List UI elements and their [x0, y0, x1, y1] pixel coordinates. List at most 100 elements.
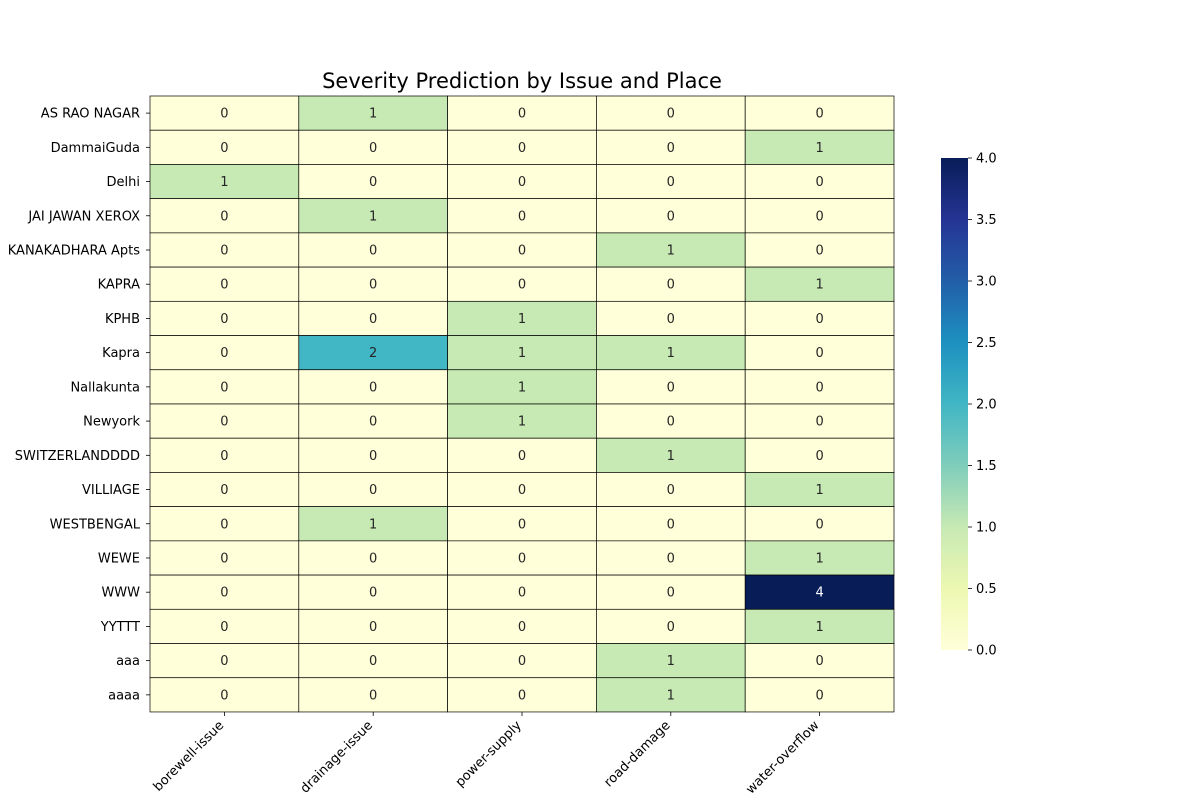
heatmap-cell: [744, 266, 895, 302]
x-tick-label: road-damage: [601, 718, 673, 790]
cell-value-label: 0: [369, 141, 377, 156]
heatmap-cell: [596, 643, 746, 679]
cell-value-label: 0: [667, 620, 675, 635]
heatmap-cell: [744, 677, 895, 713]
colorbar-tick-label: 3.5: [976, 213, 997, 228]
cell-value-label: 0: [815, 415, 823, 430]
cell-value-label: 0: [369, 449, 377, 464]
cell-value-label: 1: [369, 209, 377, 224]
heatmap-cell: [298, 574, 448, 610]
heatmap-cells: 0 1 0 0 0 0 0 0 0 1 1 0 0 0 0 0 1 0 0 0 0 0 0 1 0 0 0 0 0 1 0 0 1 0 0 0 2 1 1 0…: [149, 95, 895, 713]
heatmap-cell: [149, 540, 300, 576]
cell-value-label: 0: [518, 449, 526, 464]
cell-value-label: 1: [667, 243, 675, 258]
cell-value-label: 0: [220, 517, 228, 532]
y-tick-label: YYTTT: [100, 620, 140, 635]
cell-value-label: 0: [369, 688, 377, 703]
heatmap-cell: [298, 403, 448, 439]
cell-value-label: 1: [518, 312, 526, 327]
heatmap-cell: [744, 540, 895, 576]
cell-value-label: 0: [220, 654, 228, 669]
cell-value-label: 0: [667, 278, 675, 293]
y-tick-label: Newyork: [83, 415, 140, 430]
heatmap-cell: [744, 335, 895, 371]
cell-value-label: 1: [815, 141, 823, 156]
heatmap-cell: [149, 472, 300, 507]
heatmap-cell: [596, 540, 746, 576]
cell-value-label: 0: [518, 517, 526, 532]
cell-value-label: 0: [815, 380, 823, 395]
cell-value-label: 4: [815, 586, 823, 601]
cell-value-label: 1: [369, 517, 377, 532]
heatmap-cell: [447, 574, 597, 610]
cell-value-label: 0: [667, 415, 675, 430]
cell-value-label: 0: [220, 586, 228, 601]
cell-value-label: 0: [667, 175, 675, 190]
cell-value-label: 0: [667, 209, 675, 224]
heatmap-cell: [744, 95, 895, 131]
heatmap-cell: [596, 95, 746, 131]
x-tick-label: water-overflow: [743, 718, 822, 797]
heatmap-cell: [298, 643, 448, 679]
colorbar-tick-label: 1.5: [976, 459, 997, 474]
colorbar-tick-label: 3.0: [976, 275, 997, 290]
heatmap-cell: [596, 574, 746, 610]
cell-value-label: 1: [667, 346, 675, 361]
heatmap-cell: [744, 129, 895, 165]
heatmap-cell: [596, 198, 746, 234]
heatmap-cell: [447, 198, 597, 234]
heatmap-cell: [596, 472, 746, 507]
heatmap-cell: [744, 437, 895, 473]
cell-value-label: 0: [667, 380, 675, 395]
heatmap-cell: [744, 164, 895, 200]
cell-value-label: 0: [518, 620, 526, 635]
cell-value-label: 0: [369, 551, 377, 566]
cell-value-label: 0: [518, 278, 526, 293]
chart-title: Severity Prediction by Issue and Place: [322, 69, 722, 93]
colorbar-tick-label: 2.0: [976, 398, 997, 413]
cell-value-label: 1: [369, 107, 377, 122]
cell-value-label: 1: [815, 620, 823, 635]
cell-value-label: 2: [369, 346, 377, 361]
heatmap-cell: [447, 643, 597, 679]
heatmap-cell: [447, 437, 597, 473]
cell-value-label: 0: [815, 312, 823, 327]
cell-value-label: 0: [369, 620, 377, 635]
heatmap-cell: [447, 369, 597, 405]
x-tick-label: power-supply: [453, 718, 525, 790]
heatmap-cell: [298, 266, 448, 302]
y-tick-label: Nallakunta: [70, 380, 140, 395]
y-tick-label: AS RAO NAGAR: [41, 107, 140, 122]
y-tick-label: VILLIAGE: [82, 483, 140, 498]
cell-value-label: 1: [667, 688, 675, 703]
heatmap-cell: [447, 608, 597, 644]
cell-value-label: 1: [518, 380, 526, 395]
y-tick-label: KAPRA: [98, 278, 141, 293]
heatmap-cell: [298, 95, 448, 131]
heatmap-cell: [149, 506, 300, 542]
cell-value-label: 0: [518, 654, 526, 669]
cell-value-label: 1: [667, 449, 675, 464]
heatmap-cell: [447, 266, 597, 302]
heatmap-cell: [447, 95, 597, 131]
colorbar-gradient: [941, 158, 968, 650]
colorbar-tick-label: 0.0: [976, 644, 997, 659]
cell-value-label: 0: [220, 551, 228, 566]
cell-value-label: 0: [518, 107, 526, 122]
cell-value-label: 0: [369, 278, 377, 293]
cell-value-label: 0: [667, 551, 675, 566]
cell-value-label: 0: [518, 141, 526, 156]
heatmap-cell: [298, 677, 448, 713]
cell-value-label: 0: [518, 209, 526, 224]
cell-value-label: 0: [220, 380, 228, 395]
cell-value-label: 0: [369, 483, 377, 498]
y-tick-label: SWITZERLANDDDD: [15, 449, 140, 464]
cell-value-label: 0: [369, 175, 377, 190]
heatmap-cell: [298, 608, 448, 644]
cell-value-label: 0: [220, 107, 228, 122]
x-tick-label: borewell-issue: [151, 718, 228, 795]
heatmap-cell: [298, 540, 448, 576]
heatmap-cell: [596, 266, 746, 302]
heatmap-cell: [744, 643, 895, 679]
heatmap-cell: [149, 677, 300, 713]
